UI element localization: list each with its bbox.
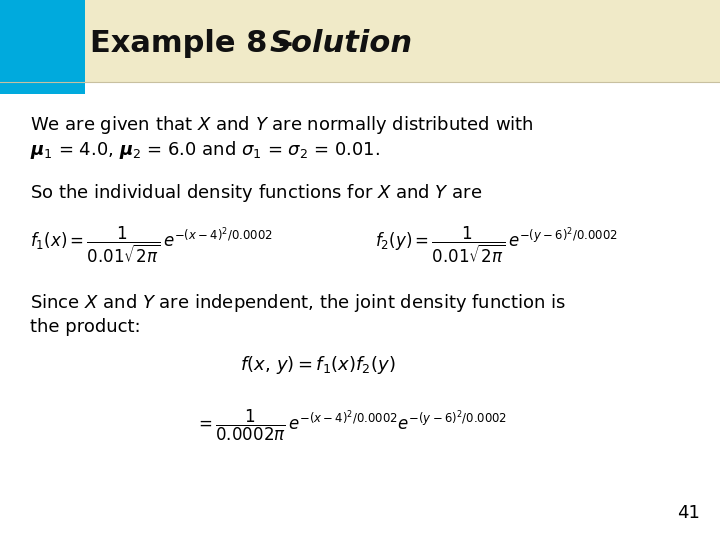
Bar [0, 0, 720, 82]
Text: We are given that $X$ and $Y$ are normally distributed with: We are given that $X$ and $Y$ are normal… [30, 114, 534, 136]
Text: $f(x,\, y) = f_1(x)f_2(y)$: $f(x,\, y) = f_1(x)f_2(y)$ [240, 354, 395, 376]
Text: $f_1(x) = \dfrac{1}{0.01\sqrt{2\pi}}\, e^{-(x-4)^2/0.0002}$: $f_1(x) = \dfrac{1}{0.01\sqrt{2\pi}}\, e… [30, 225, 273, 265]
Text: 41: 41 [677, 504, 700, 522]
Text: the product:: the product: [30, 318, 140, 336]
Text: $= \dfrac{1}{0.0002\pi}\, e^{-(x-4)^2/0.0002}e^{-(y-6)^2/0.0002}$: $= \dfrac{1}{0.0002\pi}\, e^{-(x-4)^2/0.… [195, 407, 507, 443]
Text: Solution: Solution [270, 29, 413, 57]
Text: So the individual density functions for $X$ and $Y$ are: So the individual density functions for … [30, 182, 482, 204]
Text: Example 8 –: Example 8 – [90, 29, 304, 57]
Text: $f_2(y) = \dfrac{1}{0.01\sqrt{2\pi}}\, e^{-(y-6)^2/0.0002}$: $f_2(y) = \dfrac{1}{0.01\sqrt{2\pi}}\, e… [375, 225, 618, 265]
Text: $\boldsymbol{\mu}_1$ = 4.0, $\boldsymbol{\mu}_2$ = 6.0 and $\sigma_1$ = $\sigma_: $\boldsymbol{\mu}_1$ = 4.0, $\boldsymbol… [30, 139, 380, 161]
Bar [0, 0, 85, 94]
Text: Since $X$ and $Y$ are independent, the joint density function is: Since $X$ and $Y$ are independent, the j… [30, 292, 566, 314]
